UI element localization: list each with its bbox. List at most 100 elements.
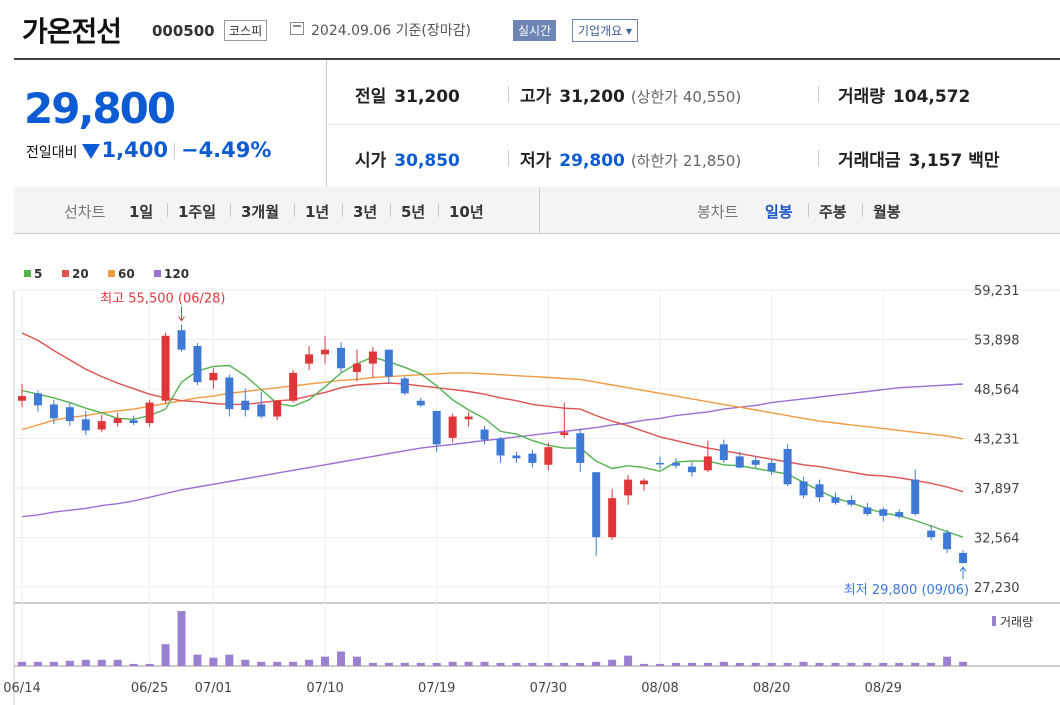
volume-bar <box>464 661 473 666</box>
candle-body <box>337 347 345 369</box>
tab-monthly[interactable]: 월봉 <box>873 203 901 221</box>
tab-3y[interactable]: 3년 <box>353 203 378 221</box>
candle-body <box>97 421 106 430</box>
volume-bar <box>49 661 58 666</box>
volume-bar <box>480 661 489 666</box>
volume-bar <box>145 663 154 666</box>
volume-bar <box>735 662 744 666</box>
legend-swatch <box>62 270 69 277</box>
market-badge: 코스피 <box>224 20 268 41</box>
candle-body <box>656 462 664 465</box>
volume-bar <box>879 662 888 666</box>
volume-legend-label: 거래량 <box>1000 615 1033 629</box>
candle-body <box>496 438 505 456</box>
candle-body <box>927 530 936 538</box>
x-tick-label: 08/08 <box>641 681 678 696</box>
candle-body <box>879 509 888 516</box>
volume-bar <box>113 659 122 666</box>
candle-body <box>703 456 712 471</box>
candle-body <box>400 378 409 394</box>
volume-bar <box>496 662 505 666</box>
legend-swatch <box>108 270 115 277</box>
candle-body <box>49 404 58 419</box>
tab-1w[interactable]: 1주일 <box>178 203 217 221</box>
high-annotation: 최고 55,500 (06/28) <box>100 292 225 307</box>
volume-bar <box>640 663 649 666</box>
volume-bar <box>129 663 138 666</box>
y-tick-label: 32,564 <box>974 532 1020 547</box>
ma120-line <box>21 383 964 518</box>
volume-bar <box>703 662 712 666</box>
candle-body <box>384 349 393 377</box>
tab-5y[interactable]: 5년 <box>401 203 426 221</box>
volume-bar <box>161 644 170 666</box>
volume-bar <box>209 657 218 666</box>
candle-body <box>959 552 968 564</box>
candle-body <box>65 407 74 422</box>
volume-bar <box>512 662 521 666</box>
volume-bar <box>177 611 186 666</box>
volume-bar <box>656 663 664 666</box>
volume-bar <box>943 656 952 666</box>
calendar-icon <box>290 22 304 35</box>
tab-1d[interactable]: 1일 <box>129 203 154 221</box>
candle-body <box>512 455 521 459</box>
candle-body <box>33 393 42 406</box>
tab-1y[interactable]: 1년 <box>305 203 330 221</box>
volume-bar <box>384 662 393 666</box>
current-price: 29,800 <box>24 84 176 133</box>
ma20-line <box>21 332 964 493</box>
volume-bar <box>751 662 760 666</box>
volume-bar <box>65 660 74 666</box>
candle-body <box>767 462 776 472</box>
candle-body <box>448 416 457 438</box>
volume-bar <box>352 656 361 666</box>
company-overview-dropdown[interactable]: 기업개요 ▾ <box>572 19 638 42</box>
candle-body <box>847 500 856 505</box>
tab-10y[interactable]: 10년 <box>449 203 484 221</box>
candle-body <box>241 400 250 411</box>
candle-body <box>576 433 585 463</box>
candle-body <box>895 512 904 517</box>
candle-body <box>640 480 649 485</box>
candle-body <box>416 400 425 406</box>
x-tick-label: 06/14 <box>3 681 40 696</box>
chart-tabs: 선차트 1일 1주일 3개월 1년 3년 5년 10년 봉차트 일봉 주봉 월봉 <box>14 187 1060 234</box>
x-tick-label: 07/30 <box>530 681 567 696</box>
candle-body <box>528 453 537 463</box>
candle-body <box>81 419 90 431</box>
volume-bar <box>33 661 42 666</box>
volume-bar <box>257 661 266 666</box>
price-summary: 29,800 전일대비 1,400 −4.49% 전일 31,200 고가 31,200… <box>14 58 1060 189</box>
price-change: 전일대비 1,400 −4.49% <box>26 138 271 162</box>
candle-body <box>943 532 952 550</box>
diff-value: 1,400 <box>101 138 168 162</box>
candle-body <box>129 420 138 424</box>
volume-bar <box>624 655 633 666</box>
tab-daily[interactable]: 일봉 <box>765 203 793 221</box>
candle-body <box>177 330 186 350</box>
candle-body <box>113 418 122 424</box>
candle-body <box>209 372 218 381</box>
volume-legend-swatch <box>992 616 996 626</box>
volume-bar <box>592 661 601 666</box>
tab-3m[interactable]: 3개월 <box>241 203 280 221</box>
volume-bar <box>273 661 282 666</box>
legend-label: 60 <box>118 267 135 281</box>
as-of-date: 2024.09.06 기준(장마감) <box>311 23 471 39</box>
down-arrow-icon <box>81 144 100 159</box>
x-tick-label: 08/20 <box>753 681 790 696</box>
volume-bar <box>687 662 696 666</box>
x-tick-label: 07/19 <box>418 681 455 696</box>
volume-bar <box>337 651 345 666</box>
tab-weekly[interactable]: 주봉 <box>819 203 847 221</box>
realtime-button[interactable]: 실시간 <box>513 20 557 41</box>
candle-chart-label: 봉차트 <box>697 203 739 221</box>
volume-bar <box>911 662 920 666</box>
volume-bar <box>416 662 425 666</box>
diff-rate: −4.49% <box>180 138 272 162</box>
x-tick-label: 08/29 <box>865 681 902 696</box>
y-tick-label: 48,564 <box>974 383 1020 398</box>
day-low: 저가 29,800 (하한가 21,850) <box>520 151 742 171</box>
x-tick-label: 06/25 <box>131 681 168 696</box>
